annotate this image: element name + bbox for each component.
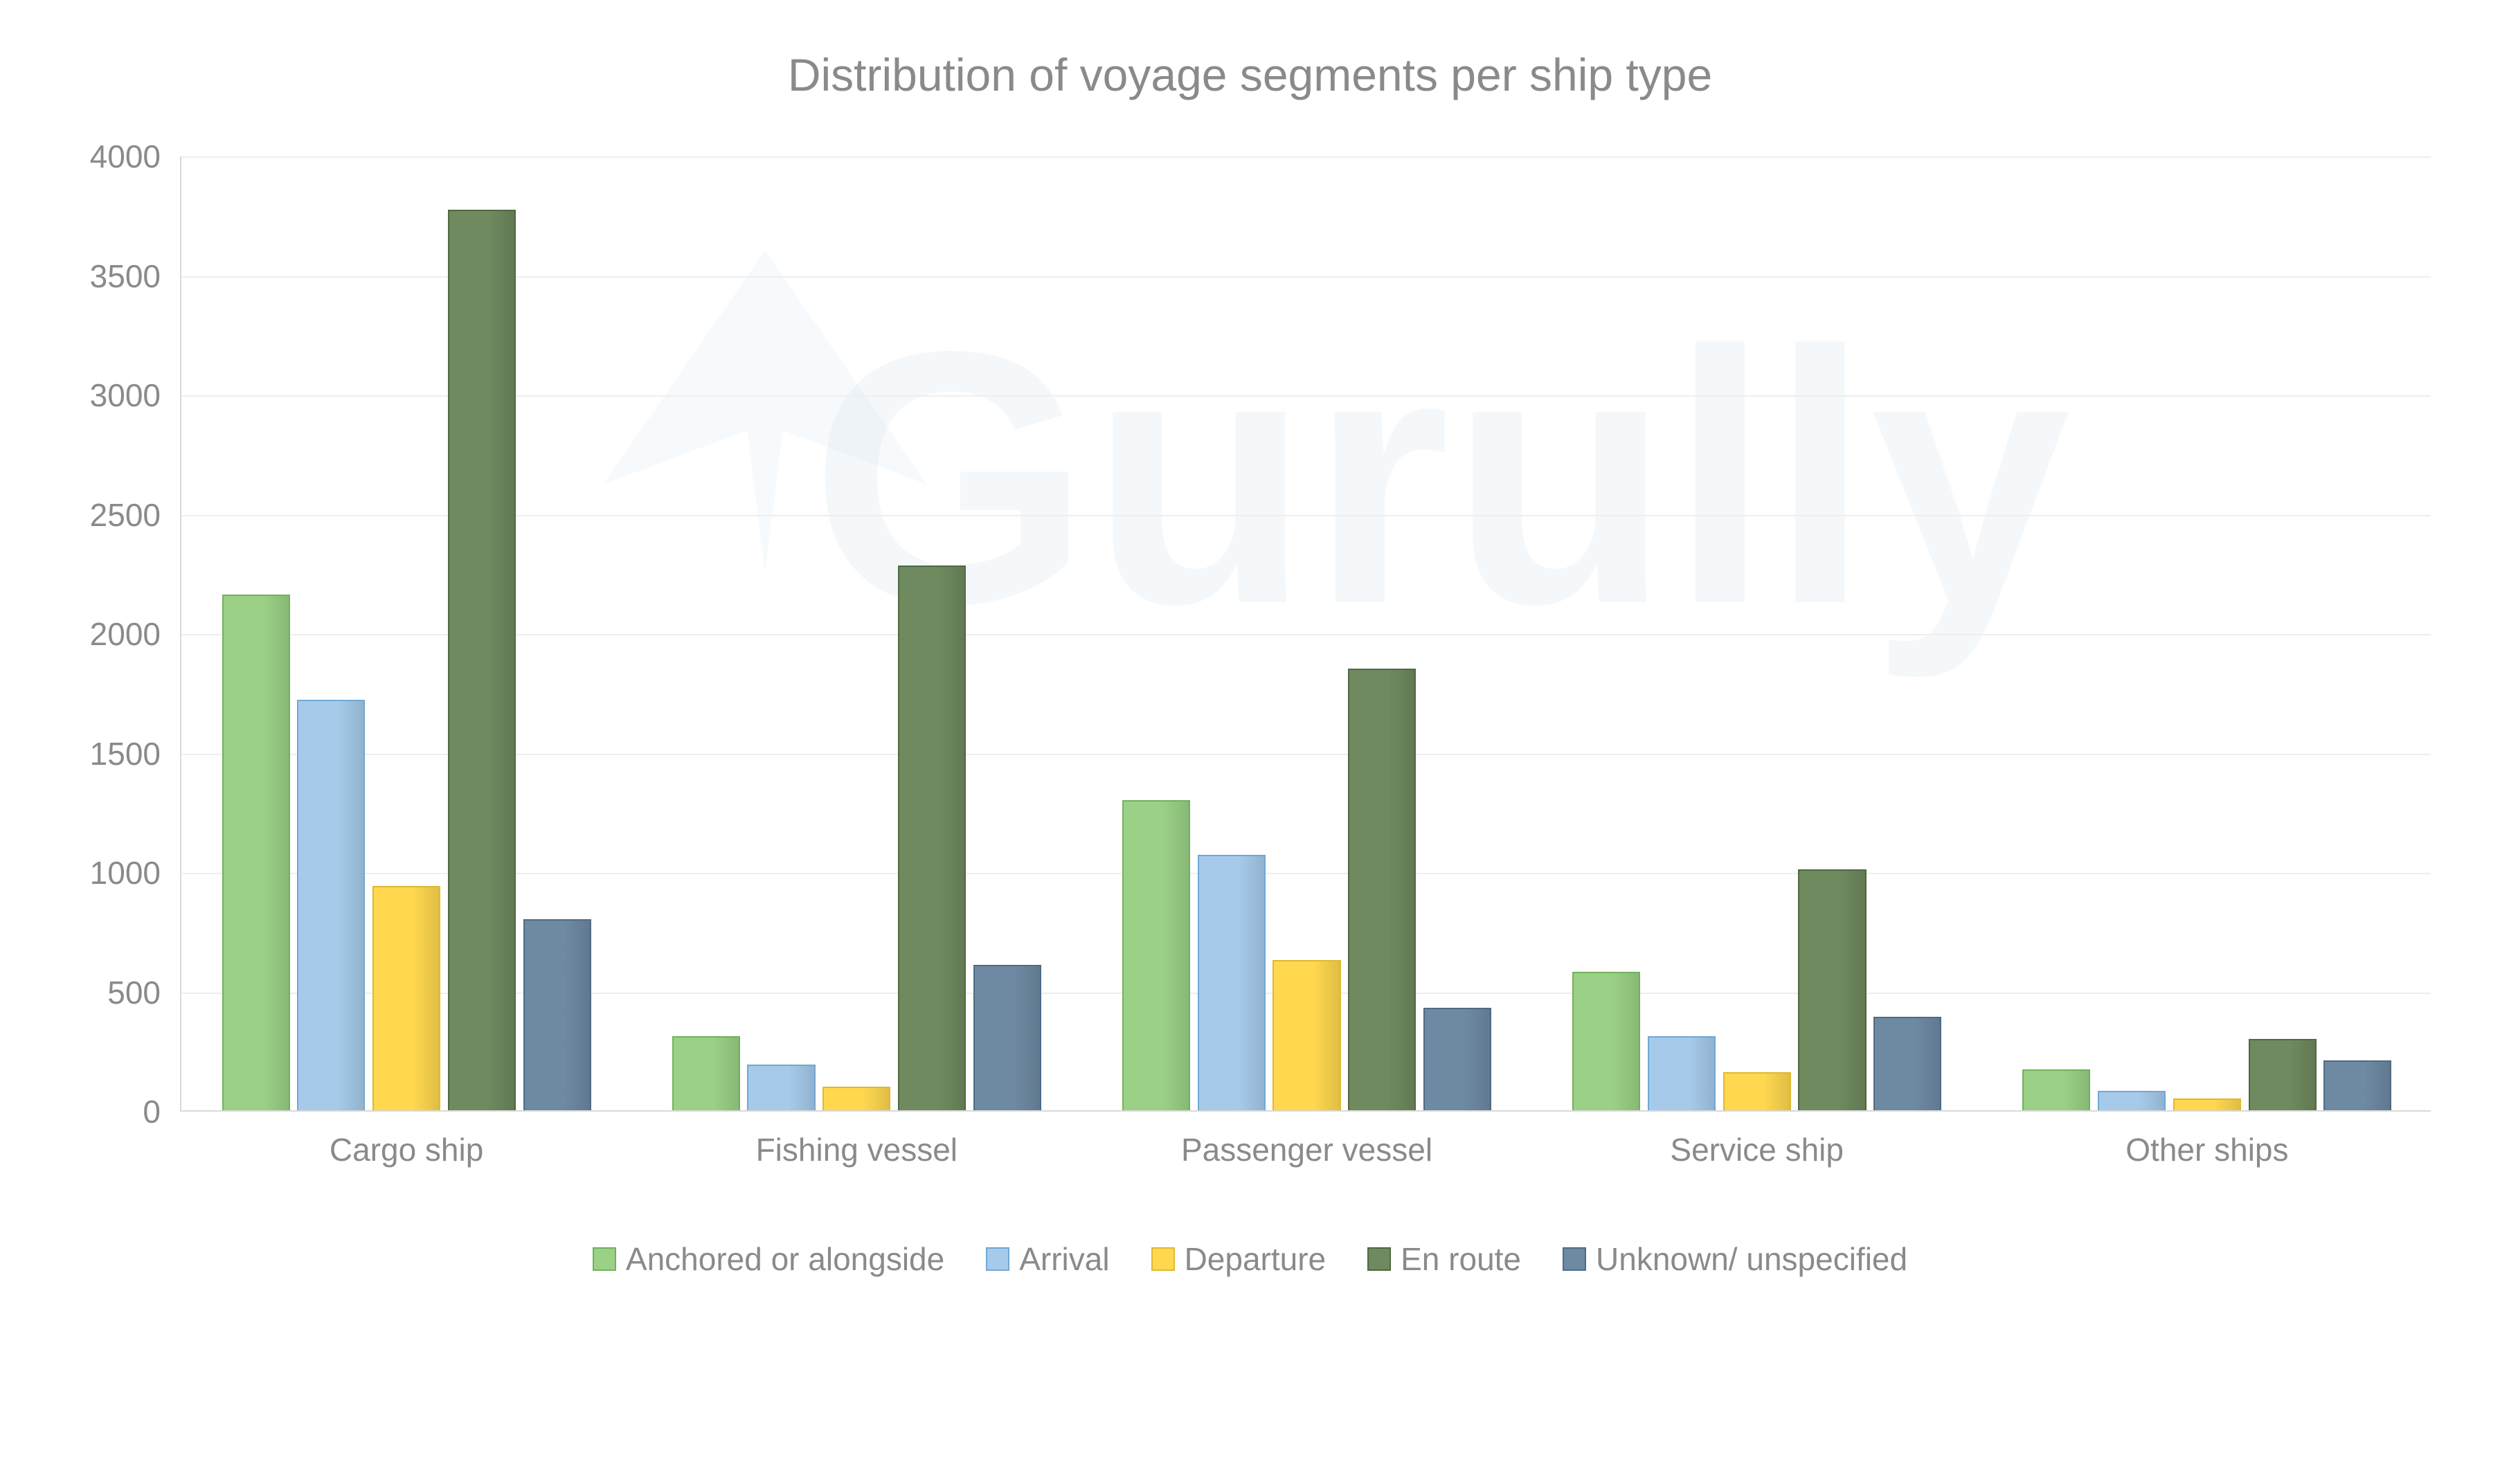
legend-swatch-icon: [986, 1247, 1009, 1271]
y-tick-label: 2500: [90, 496, 181, 534]
bar: [297, 700, 365, 1110]
y-tick-label: 1000: [90, 854, 181, 892]
bar: [1798, 869, 1866, 1110]
plot-area: 05001000150020002500300035004000Cargo sh…: [180, 156, 2431, 1112]
legend-swatch-icon: [1151, 1247, 1175, 1271]
legend-swatch-icon: [1563, 1247, 1586, 1271]
bar: [1273, 960, 1340, 1110]
legend-item: Arrival: [986, 1240, 1109, 1278]
bar: [973, 965, 1041, 1110]
bar: [2249, 1039, 2317, 1111]
legend-label: Departure: [1185, 1240, 1327, 1278]
gridline: [181, 754, 2431, 755]
bar: [1122, 800, 1190, 1111]
bar: [2323, 1060, 2391, 1110]
legend-label: En route: [1401, 1240, 1521, 1278]
bar: [898, 565, 966, 1110]
bar: [222, 595, 290, 1110]
bar: [2022, 1069, 2090, 1110]
bar: [1572, 972, 1640, 1110]
y-tick-label: 4000: [90, 138, 181, 175]
x-tick-label: Passenger vessel: [1181, 1131, 1432, 1168]
bar: [1648, 1036, 1716, 1110]
y-tick-label: 3000: [90, 377, 181, 414]
legend-label: Arrival: [1019, 1240, 1109, 1278]
legend-item: Anchored or alongside: [593, 1240, 944, 1278]
legend-label: Unknown/ unspecified: [1596, 1240, 1907, 1278]
x-tick-label: Service ship: [1670, 1131, 1844, 1168]
legend: Anchored or alongside Arrival Departure En …: [0, 1240, 2500, 1278]
bar: [372, 886, 440, 1110]
voyage-segments-chart: Distribution of voyage segments per ship…: [0, 0, 2500, 1484]
x-tick-label: Fishing vessel: [756, 1131, 957, 1168]
bar: [1198, 855, 1266, 1110]
y-tick-label: 500: [107, 974, 181, 1011]
legend-item: Departure: [1151, 1240, 1327, 1278]
gridline: [181, 395, 2431, 397]
bar: [1873, 1017, 1941, 1110]
y-tick-label: 2000: [90, 615, 181, 653]
bar: [747, 1065, 815, 1110]
legend-swatch-icon: [593, 1247, 616, 1271]
bar: [2173, 1098, 2241, 1110]
bar: [1723, 1072, 1791, 1110]
gridline: [181, 276, 2431, 278]
bar: [523, 919, 591, 1110]
gridline: [181, 515, 2431, 516]
chart-title: Distribution of voyage segments per ship…: [0, 48, 2500, 101]
y-tick-label: 3500: [90, 257, 181, 295]
bar: [672, 1036, 740, 1110]
bar: [1348, 669, 1416, 1110]
gridline: [181, 873, 2431, 874]
gridline: [181, 156, 2431, 158]
bar: [2098, 1091, 2166, 1110]
x-tick-label: Cargo ship: [330, 1131, 483, 1168]
y-tick-label: 0: [143, 1093, 181, 1130]
legend-swatch-icon: [1367, 1247, 1391, 1271]
x-tick-label: Other ships: [2125, 1131, 2288, 1168]
bar: [448, 210, 516, 1110]
legend-item: Unknown/ unspecified: [1563, 1240, 1907, 1278]
legend-label: Anchored or alongside: [626, 1240, 944, 1278]
gridline: [181, 634, 2431, 635]
y-tick-label: 1500: [90, 735, 181, 772]
bar: [822, 1087, 890, 1111]
legend-item: En route: [1367, 1240, 1521, 1278]
bar: [1423, 1008, 1491, 1110]
